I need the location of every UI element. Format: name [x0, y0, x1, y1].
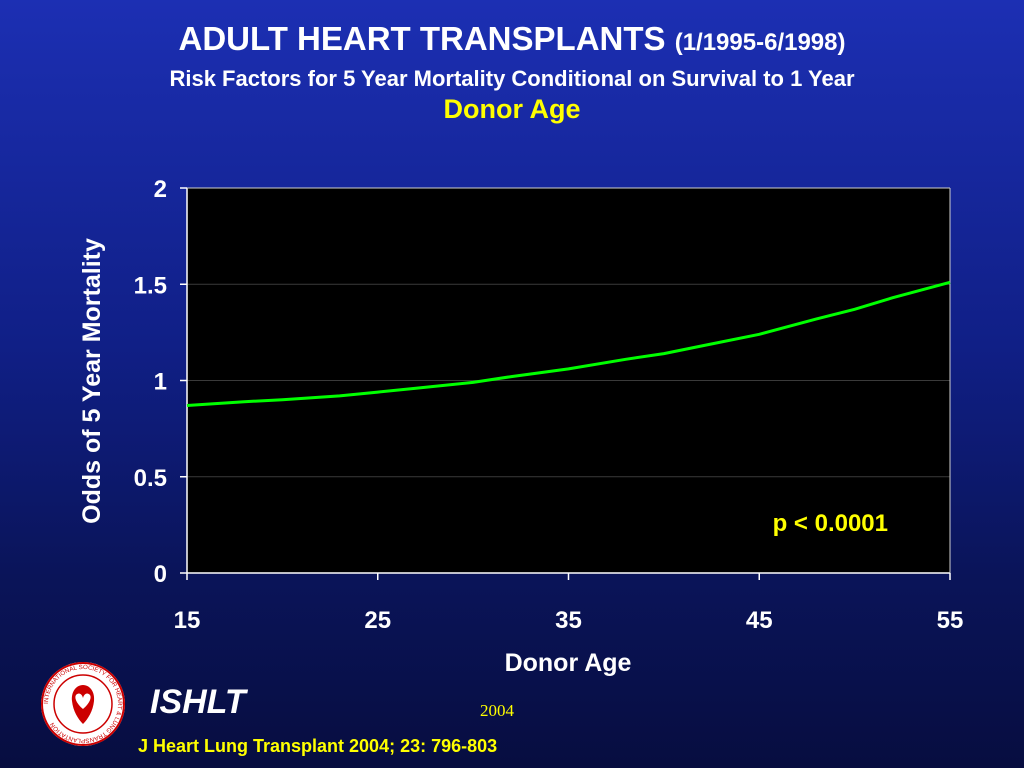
x-tick-label: 55 [937, 607, 964, 634]
title-date-range: (1/1995-6/1998) [674, 29, 846, 56]
y-tick-label: 0 [154, 561, 167, 588]
footer-year: 2004 [480, 701, 514, 720]
title-block: ADULT HEART TRANSPLANTS (1/1995-6/1998) … [0, 18, 1024, 124]
chart-title: Donor Age [443, 94, 581, 124]
x-axis-title: Donor Age [505, 649, 632, 677]
p-value-annotation: p < 0.0001 [773, 510, 888, 537]
page-subtitle: Risk Factors for 5 Year Mortality Condit… [169, 66, 855, 91]
page-title: ADULT HEART TRANSPLANTS (1/1995-6/1998) [0, 18, 1024, 64]
grid-lines [187, 283, 950, 478]
y-tick-label: 0.5 [134, 465, 167, 492]
title-text: ADULT HEART TRANSPLANTS [178, 20, 666, 57]
org-name: ISHLT [150, 683, 246, 721]
y-tick-label: 2 [154, 176, 167, 203]
series-line-donor-age [186, 280, 951, 407]
x-tick-label: 35 [555, 607, 582, 634]
y-axis-title: Odds of 5 Year Mortality [78, 238, 106, 524]
x-tick-label: 15 [174, 607, 201, 634]
y-tick-label: 1 [154, 369, 167, 396]
y-tick-label: 1.5 [134, 272, 167, 299]
x-tick-labels: 15 25 35 45 55 [174, 607, 964, 634]
ishlt-seal-icon: INTERNATIONAL SOCIETY FOR HEART & LUNG T… [41, 662, 125, 746]
y-tick-labels: 0 0.5 1 1.5 2 [134, 176, 167, 588]
axes [180, 187, 951, 580]
x-tick-label: 45 [746, 607, 773, 634]
x-tick-label: 25 [364, 607, 391, 634]
citation: J Heart Lung Transplant 2004; 23: 796-80… [138, 736, 498, 756]
